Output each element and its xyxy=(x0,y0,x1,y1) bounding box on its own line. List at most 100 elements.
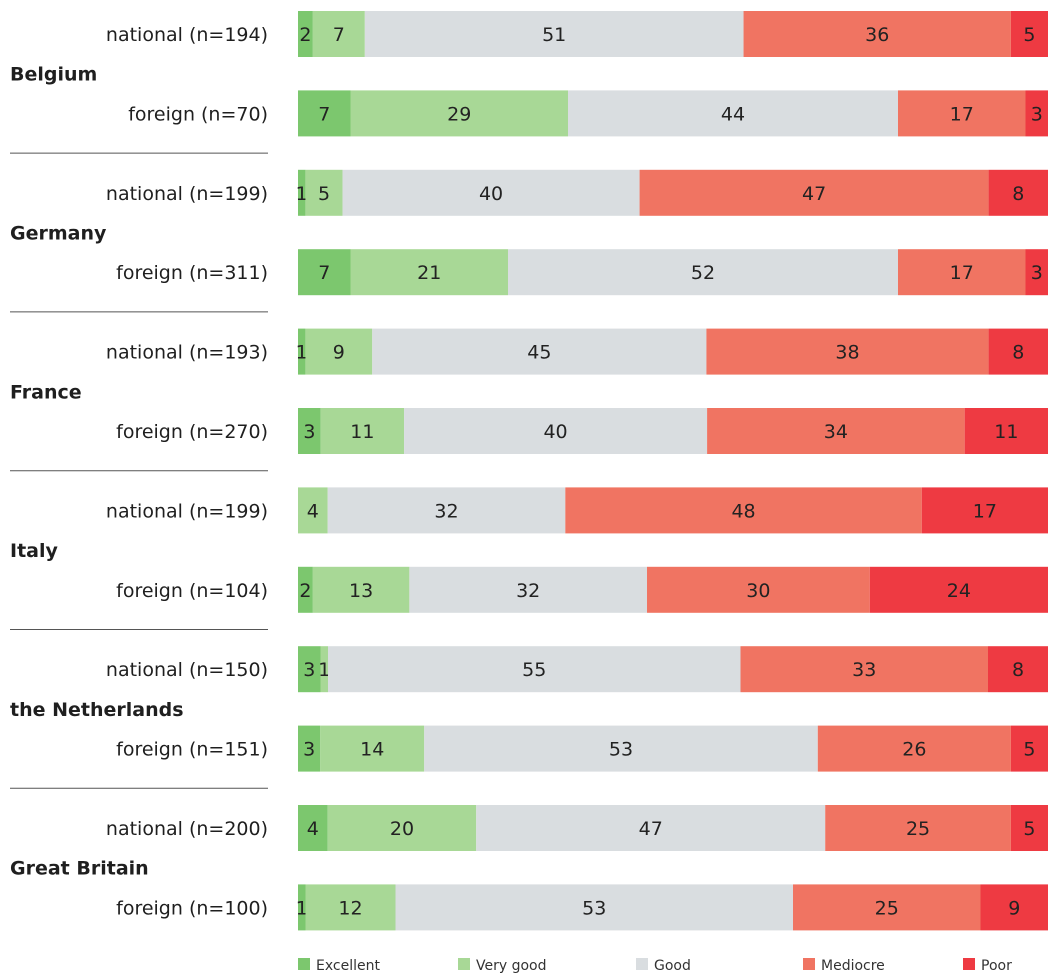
bar-segment-italy-national-mediocre xyxy=(565,487,922,534)
bar-segment-italy-foreign-excellent xyxy=(298,566,313,613)
bar-segment-germany-national-good xyxy=(342,169,640,216)
bar-segment-the-netherlands-foreign-good xyxy=(424,725,818,772)
bar-segment-france-national-mediocre xyxy=(706,328,989,375)
data-label-france-national-mediocre: 38 xyxy=(835,342,859,364)
bar-segment-italy-national-very-good xyxy=(298,487,328,534)
data-label-italy-national-very-good: 4 xyxy=(307,500,319,522)
data-label-france-national-very-good: 9 xyxy=(333,342,345,364)
bar-segment-italy-foreign-poor xyxy=(869,566,1048,613)
bar-segment-france-national-good xyxy=(372,328,707,375)
data-label-germany-national-mediocre: 47 xyxy=(802,183,826,205)
legend-label-poor: Poor xyxy=(981,958,1012,973)
bar-segment-great-britain-foreign-excellent xyxy=(298,884,306,931)
bar-segment-france-national-excellent xyxy=(298,328,306,375)
bar-segment-great-britain-foreign-mediocre xyxy=(793,884,981,931)
bar-segment-the-netherlands-foreign-poor xyxy=(1010,725,1048,772)
bar-segment-great-britain-national-good xyxy=(476,805,826,851)
bar-segment-belgium-national-poor xyxy=(1010,11,1048,57)
bar-segment-italy-foreign-good xyxy=(409,566,648,613)
data-label-the-netherlands-foreign-good: 53 xyxy=(609,739,633,761)
row-label-belgium-foreign: foreign (n=70) xyxy=(128,103,268,125)
data-label-the-netherlands-national-excellent: 3 xyxy=(303,659,315,681)
legend-swatch-good xyxy=(636,958,648,970)
data-label-france-foreign-poor: 11 xyxy=(994,421,1018,443)
bar-segment-germany-foreign-poor xyxy=(1025,249,1048,296)
country-label-the-netherlands: the Netherlands xyxy=(10,699,184,721)
bar-segment-the-netherlands-foreign-excellent xyxy=(298,725,321,772)
bar-segment-belgium-foreign-good xyxy=(568,90,898,137)
data-label-the-netherlands-foreign-poor: 5 xyxy=(1023,739,1035,761)
data-label-great-britain-national-very-good: 20 xyxy=(390,818,414,840)
bar-segment-germany-national-very-good xyxy=(305,169,343,216)
country-label-france: France xyxy=(10,381,82,403)
data-label-great-britain-foreign-very-good: 12 xyxy=(338,897,362,919)
bar-segment-germany-foreign-very-good xyxy=(350,249,508,296)
data-label-italy-foreign-mediocre: 30 xyxy=(746,580,770,602)
data-label-belgium-foreign-very-good: 29 xyxy=(447,103,471,125)
data-label-belgium-foreign-mediocre: 17 xyxy=(950,103,974,125)
data-label-france-national-poor: 8 xyxy=(1012,342,1024,364)
country-label-italy: Italy xyxy=(10,540,58,562)
bar-segment-germany-national-excellent xyxy=(298,169,306,216)
bar-segment-france-foreign-very-good xyxy=(320,408,405,454)
data-label-germany-foreign-mediocre: 17 xyxy=(950,262,974,284)
data-label-belgium-national-excellent: 2 xyxy=(299,24,311,46)
data-label-germany-foreign-good: 52 xyxy=(691,262,715,284)
row-label-great-britain-national: national (n=200) xyxy=(106,818,268,840)
bar-segment-italy-foreign-very-good xyxy=(312,566,410,613)
data-label-italy-national-mediocre: 48 xyxy=(731,500,755,522)
data-label-great-britain-national-excellent: 4 xyxy=(307,818,319,840)
row-label-france-foreign: foreign (n=270) xyxy=(116,421,268,443)
bar-segment-germany-foreign-excellent xyxy=(298,249,351,296)
data-label-germany-foreign-excellent: 7 xyxy=(318,262,330,284)
data-label-italy-foreign-poor: 24 xyxy=(947,580,971,602)
data-label-great-britain-national-good: 47 xyxy=(639,818,663,840)
data-label-germany-national-poor: 8 xyxy=(1012,183,1024,205)
data-label-germany-foreign-very-good: 21 xyxy=(417,262,441,284)
row-label-germany-national: national (n=199) xyxy=(106,183,268,205)
data-label-germany-national-very-good: 5 xyxy=(318,183,330,205)
bar-segment-the-netherlands-national-very-good xyxy=(320,646,328,693)
data-label-france-national-excellent: 1 xyxy=(296,342,308,364)
bar-segment-germany-foreign-good xyxy=(508,249,898,296)
bar-segment-belgium-foreign-very-good xyxy=(350,90,568,137)
data-label-belgium-foreign-good: 44 xyxy=(721,103,745,125)
bar-segment-the-netherlands-national-mediocre xyxy=(740,646,988,693)
data-label-belgium-foreign-poor: 3 xyxy=(1031,103,1043,125)
bar-segment-great-britain-foreign-good xyxy=(395,884,793,931)
legend-label-mediocre: Mediocre xyxy=(821,958,885,973)
data-label-germany-national-good: 40 xyxy=(479,183,503,205)
data-label-italy-national-poor: 17 xyxy=(973,500,997,522)
bar-segment-france-foreign-mediocre xyxy=(707,408,965,454)
bar-segment-italy-national-good xyxy=(327,487,566,534)
data-label-belgium-foreign-excellent: 7 xyxy=(318,103,330,125)
data-label-great-britain-national-mediocre: 25 xyxy=(906,818,930,840)
row-label-great-britain-foreign: foreign (n=100) xyxy=(116,897,268,919)
data-label-great-britain-foreign-poor: 9 xyxy=(1008,897,1020,919)
legend-swatch-poor xyxy=(963,958,975,970)
bar-segment-france-foreign-poor xyxy=(964,408,1048,454)
country-label-germany: Germany xyxy=(10,223,107,245)
bar-segment-belgium-foreign-excellent xyxy=(298,90,351,137)
data-label-the-netherlands-national-good: 55 xyxy=(522,659,546,681)
row-label-france-national: national (n=193) xyxy=(106,342,268,364)
data-label-italy-foreign-very-good: 13 xyxy=(349,580,373,602)
bar-segment-great-britain-national-excellent xyxy=(298,805,328,851)
data-label-france-national-good: 45 xyxy=(527,342,551,364)
bar-segment-the-netherlands-foreign-very-good xyxy=(320,725,425,772)
data-label-germany-foreign-poor: 3 xyxy=(1031,262,1043,284)
country-label-great-britain: Great Britain xyxy=(10,858,149,880)
row-label-the-netherlands-national: national (n=150) xyxy=(106,659,268,681)
bar-segment-france-foreign-excellent xyxy=(298,408,321,454)
data-label-italy-foreign-excellent: 2 xyxy=(299,580,311,602)
bar-segment-great-britain-foreign-very-good xyxy=(305,884,396,931)
bar-segment-belgium-national-excellent xyxy=(298,11,313,57)
data-label-the-netherlands-national-very-good: 1 xyxy=(318,659,330,681)
data-label-the-netherlands-foreign-excellent: 3 xyxy=(303,739,315,761)
data-label-italy-foreign-good: 32 xyxy=(516,580,540,602)
bar-segment-germany-national-mediocre xyxy=(639,169,989,216)
data-label-france-foreign-excellent: 3 xyxy=(303,421,315,443)
bar-segment-the-netherlands-national-excellent xyxy=(298,646,321,693)
legend-label-excellent: Excellent xyxy=(316,958,380,973)
